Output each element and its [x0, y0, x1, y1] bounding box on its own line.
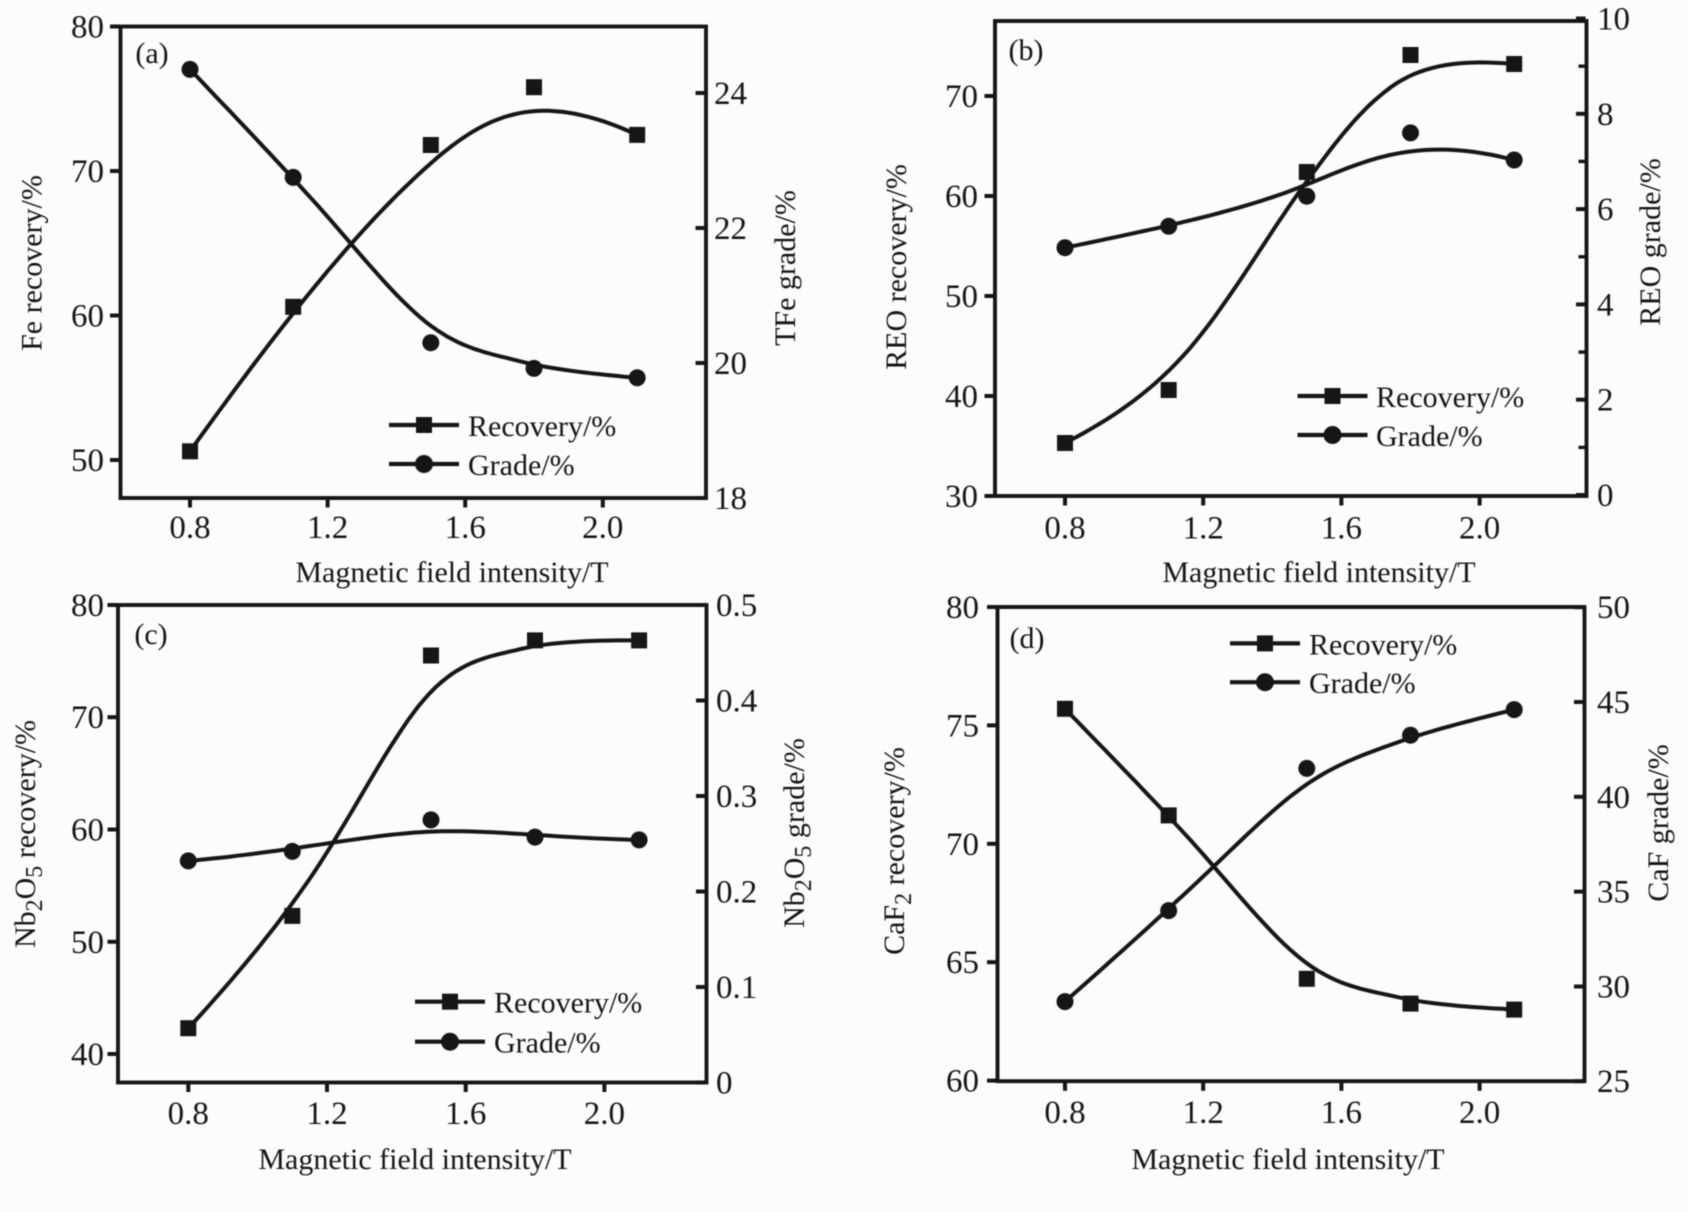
svg-text:60: 60	[71, 813, 104, 849]
svg-text:1.6: 1.6	[1321, 511, 1362, 547]
svg-text:20: 20	[714, 346, 747, 382]
svg-text:(b): (b)	[1009, 34, 1044, 67]
svg-text:(d): (d)	[1010, 622, 1045, 655]
svg-text:CaF2 recovery/%: CaF2 recovery/%	[878, 747, 917, 955]
svg-text:60: 60	[71, 299, 104, 335]
svg-text:Nb2O5 grade/%: Nb2O5 grade/%	[778, 738, 817, 928]
svg-text:1.2: 1.2	[1183, 511, 1224, 547]
svg-text:Grade/%: Grade/%	[468, 449, 575, 482]
svg-text:1.2: 1.2	[306, 1096, 347, 1132]
svg-text:0.8: 0.8	[1044, 511, 1085, 547]
svg-text:2.0: 2.0	[584, 1096, 625, 1132]
svg-text:1.6: 1.6	[445, 510, 486, 546]
svg-text:Magnetic field intensity/T: Magnetic field intensity/T	[258, 1143, 571, 1176]
svg-text:50: 50	[945, 279, 978, 315]
svg-text:70: 70	[945, 79, 978, 115]
svg-text:24: 24	[714, 76, 747, 112]
svg-text:25: 25	[1597, 1064, 1630, 1100]
svg-text:1.6: 1.6	[445, 1096, 486, 1132]
svg-text:35: 35	[1597, 875, 1630, 911]
svg-text:75: 75	[946, 708, 979, 744]
svg-text:30: 30	[945, 479, 978, 515]
svg-text:Recovery/%: Recovery/%	[1309, 628, 1457, 661]
svg-text:0.8: 0.8	[1044, 1095, 1085, 1131]
svg-text:0.1: 0.1	[716, 970, 757, 1006]
svg-text:(a): (a)	[135, 37, 168, 70]
svg-text:10: 10	[1597, 2, 1630, 38]
svg-text:70: 70	[71, 700, 104, 736]
svg-text:65: 65	[946, 945, 979, 981]
svg-text:0.4: 0.4	[716, 684, 757, 720]
svg-text:Recovery/%: Recovery/%	[494, 987, 642, 1020]
svg-text:Fe recovery/%: Fe recovery/%	[16, 175, 49, 351]
svg-text:8: 8	[1597, 97, 1614, 133]
svg-text:50: 50	[71, 925, 104, 961]
svg-text:0.5: 0.5	[716, 588, 757, 624]
svg-text:22: 22	[714, 211, 747, 247]
svg-text:TFe grade/%: TFe grade/%	[769, 190, 802, 346]
svg-text:2.0: 2.0	[582, 510, 623, 546]
svg-text:70: 70	[946, 827, 979, 863]
svg-text:80: 80	[946, 590, 979, 626]
svg-text:40: 40	[945, 379, 978, 415]
svg-text:Magnetic field intensity/T: Magnetic field intensity/T	[295, 556, 608, 589]
svg-text:Grade/%: Grade/%	[1376, 420, 1483, 453]
svg-text:2: 2	[1597, 383, 1614, 419]
svg-text:Recovery/%: Recovery/%	[468, 410, 616, 443]
svg-text:Magnetic field intensity/T: Magnetic field intensity/T	[1131, 1143, 1444, 1176]
svg-text:80: 80	[71, 10, 104, 46]
svg-text:Grade/%: Grade/%	[1309, 667, 1416, 700]
svg-text:60: 60	[946, 1064, 979, 1100]
svg-text:Grade/%: Grade/%	[494, 1027, 601, 1060]
svg-text:6: 6	[1597, 192, 1614, 228]
svg-text:0: 0	[716, 1066, 733, 1102]
svg-text:40: 40	[1597, 780, 1630, 816]
svg-text:45: 45	[1597, 685, 1630, 721]
svg-text:CaF grade/%: CaF grade/%	[1642, 744, 1675, 901]
svg-text:0.3: 0.3	[716, 779, 757, 815]
svg-text:0.8: 0.8	[168, 1096, 209, 1132]
svg-text:1.2: 1.2	[307, 510, 348, 546]
svg-text:REO recovery/%: REO recovery/%	[880, 164, 913, 370]
svg-text:(c): (c)	[134, 618, 167, 651]
svg-text:30: 30	[1597, 970, 1630, 1006]
svg-text:60: 60	[945, 179, 978, 215]
svg-text:70: 70	[71, 154, 104, 190]
svg-text:REO grade/%: REO grade/%	[1634, 158, 1667, 325]
svg-text:0.8: 0.8	[169, 510, 210, 546]
svg-text:40: 40	[71, 1037, 104, 1073]
svg-text:Recovery/%: Recovery/%	[1376, 381, 1524, 414]
svg-text:Magnetic field intensity/T: Magnetic field intensity/T	[1162, 556, 1475, 589]
svg-text:80: 80	[71, 588, 104, 624]
svg-text:2.0: 2.0	[1459, 511, 1500, 547]
svg-text:50: 50	[1597, 590, 1630, 626]
svg-text:4: 4	[1597, 287, 1614, 323]
svg-text:50: 50	[71, 443, 104, 479]
svg-text:2.0: 2.0	[1459, 1095, 1500, 1131]
svg-text:0: 0	[1597, 478, 1614, 514]
svg-text:1.6: 1.6	[1321, 1095, 1362, 1131]
svg-text:18: 18	[714, 481, 747, 517]
svg-text:1.2: 1.2	[1183, 1095, 1224, 1131]
svg-text:0.2: 0.2	[716, 875, 757, 911]
